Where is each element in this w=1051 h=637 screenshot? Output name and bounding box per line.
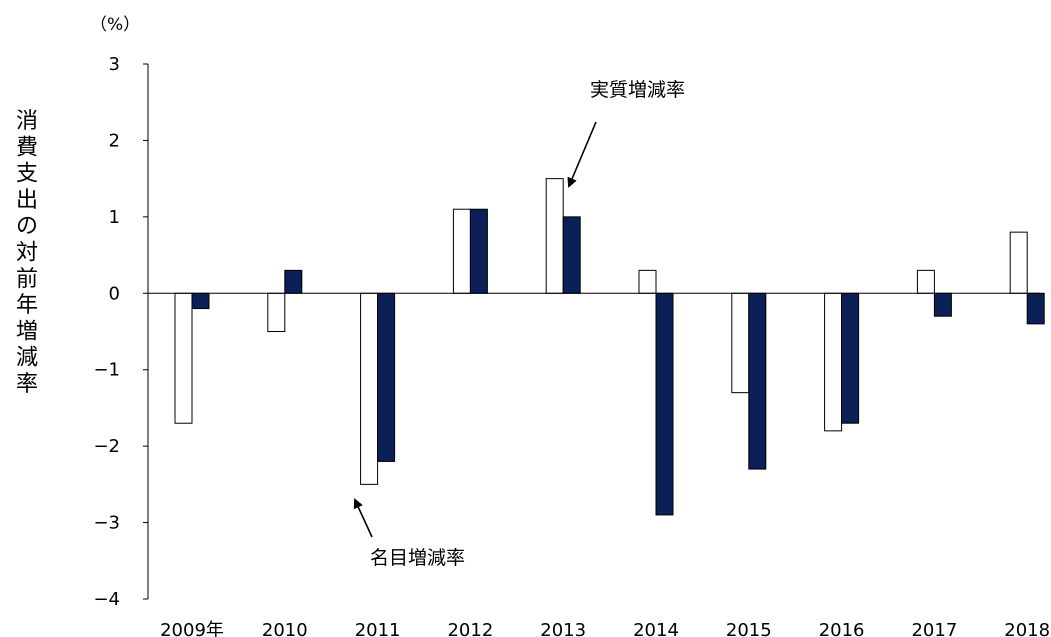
- y-tick-label: −2: [93, 436, 120, 457]
- bar-real: [562, 216, 581, 294]
- bar-real: [191, 292, 210, 310]
- y-unit-label: （%）: [90, 15, 140, 35]
- y-axis-title-char: 出: [16, 188, 38, 213]
- bar-real: [933, 292, 952, 317]
- y-tick-label: 0: [109, 283, 120, 304]
- y-tick-label: 2: [109, 130, 120, 151]
- annotation-real-label: 実質増減率: [590, 79, 685, 101]
- bars-group: [174, 178, 1045, 516]
- bar-real: [469, 208, 488, 294]
- x-tick-label: 2016: [819, 620, 865, 637]
- x-tick-label: 2014: [633, 620, 679, 637]
- y-axis-title-char: 減: [16, 346, 38, 371]
- bar-nominal: [1009, 231, 1028, 294]
- annotation-nominal-label: 名目増減率: [370, 547, 465, 569]
- y-axis-title-char: 年: [16, 293, 38, 318]
- x-tick-label: 2015: [726, 620, 772, 637]
- bar-nominal: [638, 269, 657, 294]
- x-tick-label: 2009年: [160, 620, 224, 637]
- bar-nominal: [545, 178, 564, 294]
- y-axis-title-char: 費: [16, 135, 38, 160]
- y-axis-title-char: 支: [16, 162, 38, 187]
- y-axis-title-char: 対: [16, 241, 38, 266]
- x-tick-label: 2013: [540, 620, 586, 637]
- bar-nominal: [824, 292, 843, 432]
- bar-nominal: [360, 292, 379, 485]
- bar-nominal: [174, 292, 193, 424]
- annotation-nominal-arrow: [353, 498, 373, 538]
- bar-real: [284, 269, 303, 294]
- bar-nominal: [267, 292, 286, 332]
- y-axis-title-char: 増: [16, 319, 38, 344]
- bar-real: [377, 292, 396, 462]
- y-tick-label: 1: [109, 207, 120, 228]
- bar-real: [748, 292, 767, 470]
- x-tick-label: 2010: [262, 620, 308, 637]
- x-tick-label: 2012: [447, 620, 493, 637]
- axes-group: 3 2 1 0 −1 −2 −3 −4 2009年 2010 2011 2012 2013 2014 201…: [93, 54, 1050, 637]
- x-tick-label: 2017: [911, 620, 957, 637]
- y-axis-title-char: 消: [16, 109, 38, 134]
- y-axis-title-char: 前: [16, 267, 38, 292]
- annotation-real-arrow: [567, 121, 597, 188]
- bar-nominal: [916, 269, 935, 294]
- bar-real: [655, 292, 674, 516]
- y-tick-label: −1: [93, 360, 120, 381]
- y-axis-title-char: 率: [16, 372, 38, 397]
- bar-nominal: [452, 208, 471, 294]
- bar-real: [1026, 292, 1045, 325]
- x-tick-label: 2011: [355, 620, 401, 637]
- bar-real: [841, 292, 860, 424]
- x-tick-label: 2018: [1004, 620, 1050, 637]
- y-tick-label: −4: [93, 589, 120, 610]
- y-axis-title-char: の: [16, 214, 38, 239]
- y-tick-label: 3: [109, 54, 120, 75]
- y-tick-label: −3: [93, 513, 120, 534]
- bar-nominal: [731, 292, 750, 394]
